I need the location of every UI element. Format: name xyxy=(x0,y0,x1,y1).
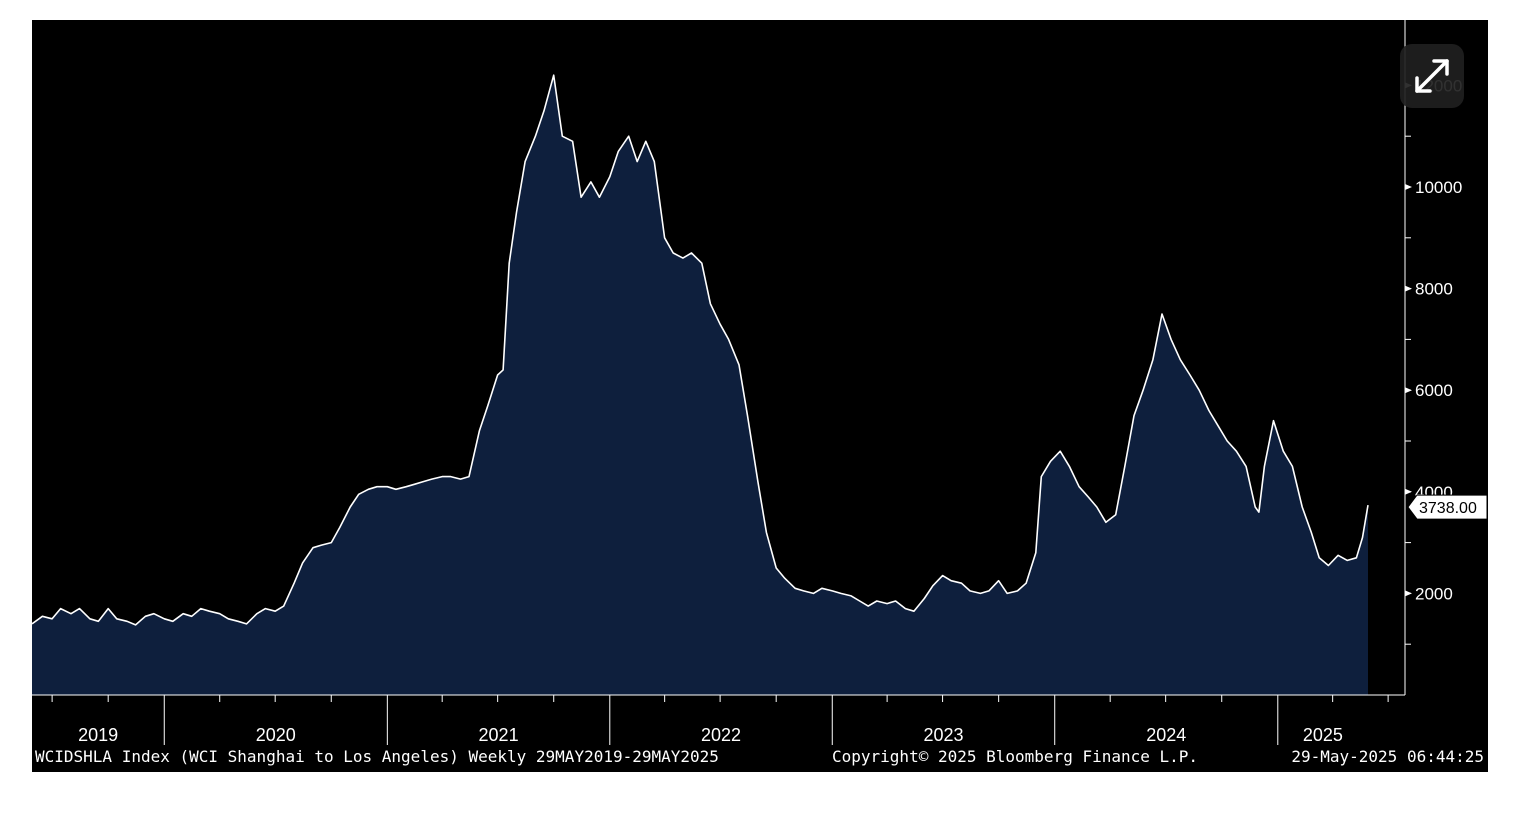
footer-timestamp: 29-May-2025 06:44:25 xyxy=(1291,747,1484,766)
x-tick-label: 2023 xyxy=(923,725,963,745)
y-tick-label: 8000 xyxy=(1415,280,1453,299)
y-tick-arrow xyxy=(1405,488,1412,495)
series-line xyxy=(32,74,1369,626)
y-tick-arrow xyxy=(1405,184,1412,190)
x-tick-label: 2020 xyxy=(256,725,296,745)
y-tick-label: 2000 xyxy=(1415,584,1453,603)
y-tick-arrow xyxy=(1405,285,1412,292)
expand-button[interactable] xyxy=(1400,44,1464,108)
x-tick-label: 2022 xyxy=(701,725,741,745)
x-tick-label: 2025 xyxy=(1303,725,1343,745)
y-tick-arrow xyxy=(1405,387,1412,394)
chart-frame: 200040006000800010000120003738.002019202… xyxy=(32,20,1488,772)
x-tick-label: 2021 xyxy=(479,725,519,745)
x-tick-label: 2024 xyxy=(1146,725,1186,745)
footer-copyright: Copyright© 2025 Bloomberg Finance L.P. xyxy=(832,747,1199,766)
y-tick-label: 10000 xyxy=(1415,178,1462,197)
footer-index-description: WCIDSHLA Index (WCI Shanghai to Los Ange… xyxy=(35,747,719,766)
last-value-label: 3738.00 xyxy=(1419,500,1477,517)
area-chart: 200040006000800010000120003738.002019202… xyxy=(32,20,1488,745)
last-value-box xyxy=(1407,494,1488,520)
series-area xyxy=(32,75,1368,695)
expand-arrows-icon xyxy=(1415,59,1449,93)
y-tick-label: 6000 xyxy=(1415,381,1453,400)
x-tick-label: 2019 xyxy=(78,725,118,745)
y-tick-arrow xyxy=(1405,590,1412,597)
